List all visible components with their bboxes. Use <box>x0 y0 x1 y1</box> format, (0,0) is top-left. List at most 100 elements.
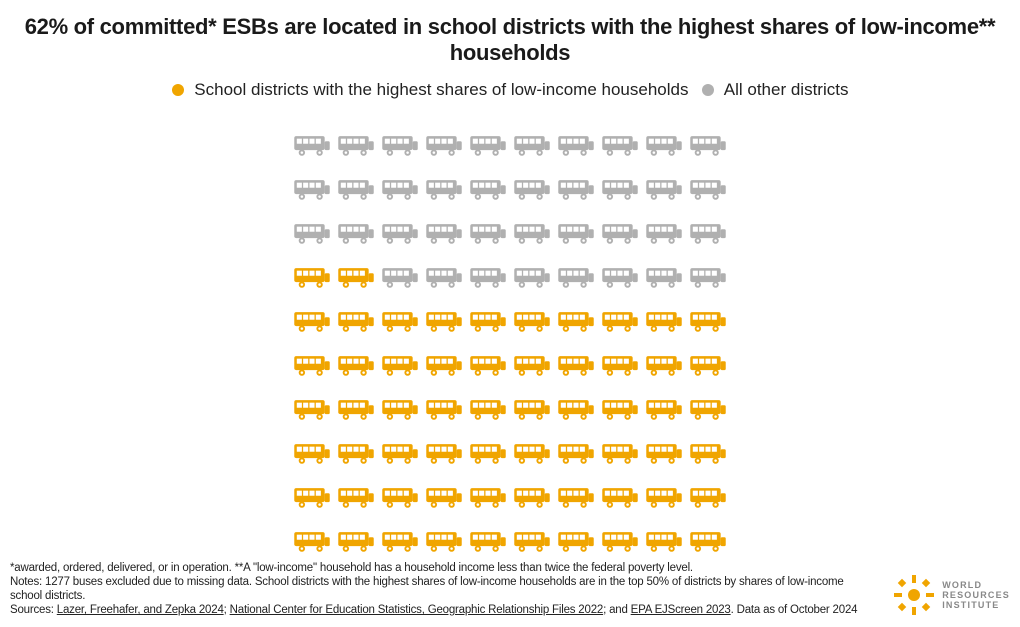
bus-icon <box>335 124 377 166</box>
legend: School districts with the highest shares… <box>10 80 1010 100</box>
bus-icon <box>291 212 333 254</box>
bus-icon <box>599 520 641 562</box>
bus-icon <box>555 256 597 298</box>
bus-icon <box>467 124 509 166</box>
bus-icon <box>599 256 641 298</box>
bus-icon <box>555 476 597 518</box>
bus-icon <box>687 212 729 254</box>
bus-icon <box>291 344 333 386</box>
bus-icon <box>423 432 465 474</box>
bus-icon <box>379 168 421 210</box>
wri-logo: WORLD RESOURCES INSTITUTE <box>894 573 1010 617</box>
bus-icon <box>687 388 729 430</box>
footer: *awarded, ordered, delivered, or in oper… <box>10 561 1010 617</box>
bus-icon <box>467 344 509 386</box>
bus-icon <box>511 212 553 254</box>
bus-icon <box>291 256 333 298</box>
bus-icon <box>467 168 509 210</box>
bus-icon <box>687 256 729 298</box>
bus-icon <box>335 520 377 562</box>
bus-icon <box>643 300 685 342</box>
bus-icon <box>335 300 377 342</box>
bus-icon <box>291 300 333 342</box>
legend-swatch-a <box>172 84 184 96</box>
bus-icon <box>423 476 465 518</box>
bus-icon <box>335 432 377 474</box>
chart-title: 62% of committed* ESBs are located in sc… <box>10 14 1010 66</box>
bus-icon <box>291 432 333 474</box>
bus-icon <box>423 168 465 210</box>
sources-prefix: Sources: <box>10 604 57 616</box>
bus-icon <box>599 388 641 430</box>
bus-icon <box>555 212 597 254</box>
source-link-2[interactable]: National Center for Education Statistics… <box>230 604 603 616</box>
bus-icon <box>335 256 377 298</box>
bus-icon <box>599 212 641 254</box>
bus-icon <box>423 300 465 342</box>
bus-icon <box>555 520 597 562</box>
bus-icon <box>643 212 685 254</box>
bus-icon <box>511 168 553 210</box>
source-link-3[interactable]: EPA EJScreen 2023 <box>631 604 731 616</box>
bus-icon <box>599 476 641 518</box>
bus-icon <box>555 432 597 474</box>
bus-icon <box>467 476 509 518</box>
bus-icon <box>335 344 377 386</box>
bus-icon <box>687 124 729 166</box>
bus-icon <box>467 520 509 562</box>
bus-icon <box>335 212 377 254</box>
bus-icon <box>687 476 729 518</box>
bus-icon <box>467 300 509 342</box>
logo-line-2: RESOURCES <box>942 590 1010 600</box>
bus-icon <box>423 212 465 254</box>
source-link-1[interactable]: Lazer, Freehafer, and Zepka 2024 <box>57 604 224 616</box>
bus-icon <box>687 520 729 562</box>
wri-logo-mark <box>894 575 934 615</box>
bus-icon <box>511 124 553 166</box>
bus-icon <box>379 432 421 474</box>
bus-icon <box>599 300 641 342</box>
bus-icon <box>291 124 333 166</box>
bus-icon <box>379 300 421 342</box>
bus-icon <box>511 344 553 386</box>
bus-icon <box>379 388 421 430</box>
bus-icon <box>555 300 597 342</box>
bus-icon <box>555 124 597 166</box>
legend-swatch-b <box>702 84 714 96</box>
pictogram-wrap <box>10 124 1010 562</box>
page: 62% of committed* ESBs are located in sc… <box>0 0 1020 627</box>
bus-icon <box>379 212 421 254</box>
bus-icon <box>379 520 421 562</box>
footnotes: *awarded, ordered, delivered, or in oper… <box>10 561 878 617</box>
bus-icon <box>335 388 377 430</box>
footnote-line-2: Notes: 1277 buses excluded due to missin… <box>10 575 878 603</box>
wri-logo-text: WORLD RESOURCES INSTITUTE <box>942 580 1010 610</box>
bus-icon <box>379 256 421 298</box>
bus-icon <box>511 388 553 430</box>
bus-icon <box>599 168 641 210</box>
bus-icon <box>687 432 729 474</box>
bus-icon <box>511 432 553 474</box>
bus-icon <box>687 168 729 210</box>
bus-icon <box>643 476 685 518</box>
sources-suffix: . Data as of October 2024 <box>731 604 858 616</box>
bus-icon <box>423 388 465 430</box>
bus-icon <box>335 476 377 518</box>
bus-icon <box>511 300 553 342</box>
bus-icon <box>643 344 685 386</box>
bus-icon <box>555 168 597 210</box>
legend-label-a: School districts with the highest shares… <box>194 80 688 99</box>
bus-icon <box>643 168 685 210</box>
bus-icon <box>643 256 685 298</box>
bus-icon <box>335 168 377 210</box>
bus-icon <box>291 168 333 210</box>
bus-icon <box>555 388 597 430</box>
logo-line-3: INSTITUTE <box>942 600 1010 610</box>
bus-icon <box>643 124 685 166</box>
bus-icon <box>379 476 421 518</box>
bus-icon <box>423 344 465 386</box>
bus-icon <box>467 256 509 298</box>
bus-icon <box>423 520 465 562</box>
bus-icon <box>555 344 597 386</box>
bus-icon <box>423 124 465 166</box>
